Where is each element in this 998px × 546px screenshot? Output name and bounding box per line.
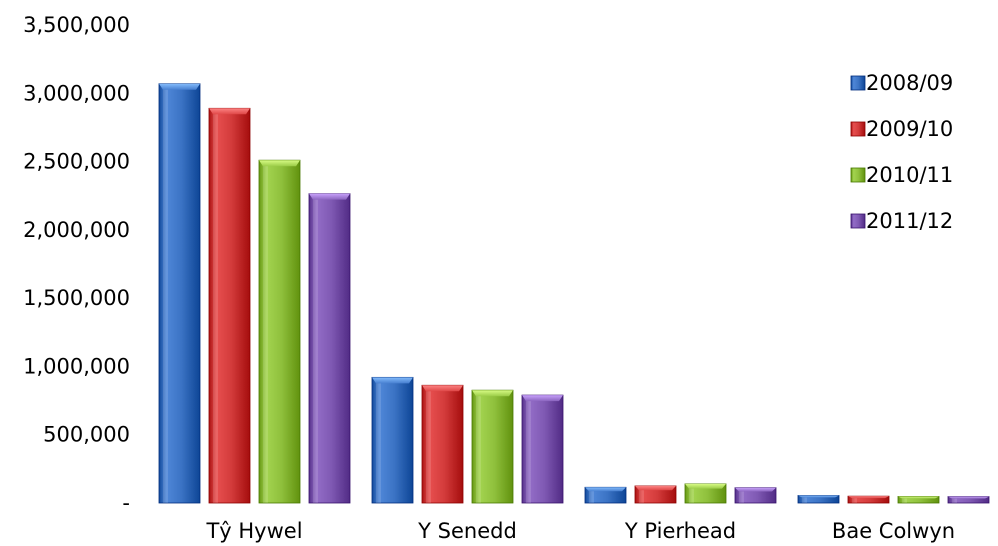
y-tick-label: 3,500,000 bbox=[23, 13, 130, 37]
bar-top-bevel bbox=[159, 83, 200, 90]
bar-body bbox=[421, 384, 464, 504]
legend-label: 2011/12 bbox=[866, 209, 953, 233]
bar bbox=[158, 83, 201, 504]
bar-top-bevel bbox=[472, 390, 513, 397]
bar bbox=[797, 495, 840, 504]
bar-body bbox=[371, 376, 414, 504]
bar-highlight bbox=[689, 488, 694, 503]
bar-top-bevel bbox=[798, 495, 839, 498]
y-tick-label: 2,000,000 bbox=[23, 218, 130, 242]
bar-top-bevel bbox=[735, 487, 776, 492]
x-axis: Tŷ Hywel Y Senedd Y Pierhead Bae Colwyn bbox=[205, 519, 955, 543]
bar-top-bevel bbox=[209, 108, 250, 115]
bar-top-bevel bbox=[685, 483, 726, 489]
bar-highlight bbox=[852, 498, 857, 503]
bar-highlight bbox=[739, 491, 744, 503]
bar-body bbox=[208, 107, 251, 504]
legend-item: 2008/09 bbox=[850, 71, 953, 95]
legend-label: 2010/11 bbox=[866, 163, 953, 187]
bar bbox=[897, 496, 940, 504]
bar bbox=[421, 384, 464, 504]
y-tick-label: - bbox=[122, 491, 130, 515]
bar bbox=[371, 376, 414, 504]
x-tick-label: Bae Colwyn bbox=[832, 519, 955, 543]
y-tick-label: 1,000,000 bbox=[23, 354, 130, 378]
legend-swatch bbox=[850, 167, 866, 183]
bar-top-bevel bbox=[898, 496, 939, 499]
bar-body bbox=[308, 193, 351, 504]
legend-swatch bbox=[850, 213, 866, 229]
bar bbox=[258, 159, 301, 504]
y-tick-label: 500,000 bbox=[43, 423, 130, 447]
y-tick-label: 2,500,000 bbox=[23, 150, 130, 174]
bar bbox=[947, 496, 990, 504]
bar bbox=[634, 485, 677, 504]
y-tick-label: 1,500,000 bbox=[23, 286, 130, 310]
bar-highlight bbox=[476, 396, 481, 503]
x-tick-label: Y Senedd bbox=[417, 519, 517, 543]
bar-highlight bbox=[639, 490, 644, 503]
legend-swatch bbox=[850, 75, 866, 91]
bar-highlight bbox=[952, 498, 957, 503]
bar-highlight bbox=[263, 166, 268, 503]
bar-highlight bbox=[526, 401, 531, 503]
bar-body bbox=[158, 83, 201, 504]
bar-top-bevel bbox=[422, 385, 463, 392]
bar bbox=[471, 389, 514, 504]
legend-label: 2008/09 bbox=[866, 71, 953, 95]
legend-item: 2011/12 bbox=[850, 209, 953, 233]
bar-highlight bbox=[802, 497, 807, 503]
legend: 2008/09 2009/10 2010/11 2011/12 bbox=[850, 71, 953, 233]
bar bbox=[308, 193, 351, 504]
bar-top-bevel bbox=[259, 160, 300, 167]
bar-top-bevel bbox=[372, 377, 413, 384]
bar-top-bevel bbox=[635, 485, 676, 491]
bar-highlight bbox=[163, 89, 168, 504]
bar-top-bevel bbox=[522, 395, 563, 402]
bar bbox=[521, 394, 564, 504]
bar-highlight bbox=[213, 114, 218, 504]
legend-swatch bbox=[850, 121, 866, 137]
bar-body bbox=[471, 389, 514, 504]
bars-area bbox=[158, 83, 990, 504]
bar-highlight bbox=[376, 383, 381, 503]
bar-top-bevel bbox=[309, 193, 350, 200]
bar bbox=[584, 486, 627, 504]
legend-item: 2010/11 bbox=[850, 163, 953, 187]
x-tick-label: Tŷ Hywel bbox=[205, 519, 302, 543]
bar-top-bevel bbox=[848, 496, 889, 499]
bar-top-bevel bbox=[585, 487, 626, 492]
bar-highlight bbox=[902, 498, 907, 503]
bar-highlight bbox=[426, 391, 431, 503]
bar bbox=[208, 107, 251, 504]
bar-highlight bbox=[589, 491, 594, 503]
bar bbox=[684, 483, 727, 504]
bar-body bbox=[521, 394, 564, 504]
bar bbox=[734, 487, 777, 504]
bar-top-bevel bbox=[948, 496, 989, 499]
bar-highlight bbox=[313, 199, 318, 503]
x-tick-label: Y Pierhead bbox=[624, 519, 736, 543]
y-tick-label: 3,000,000 bbox=[23, 81, 130, 105]
legend-label: 2009/10 bbox=[866, 117, 953, 141]
bar bbox=[847, 495, 890, 504]
y-axis: - 500,000 1,000,000 1,500,000 2,000,000 2,500… bbox=[23, 13, 130, 515]
legend-item: 2009/10 bbox=[850, 117, 953, 141]
